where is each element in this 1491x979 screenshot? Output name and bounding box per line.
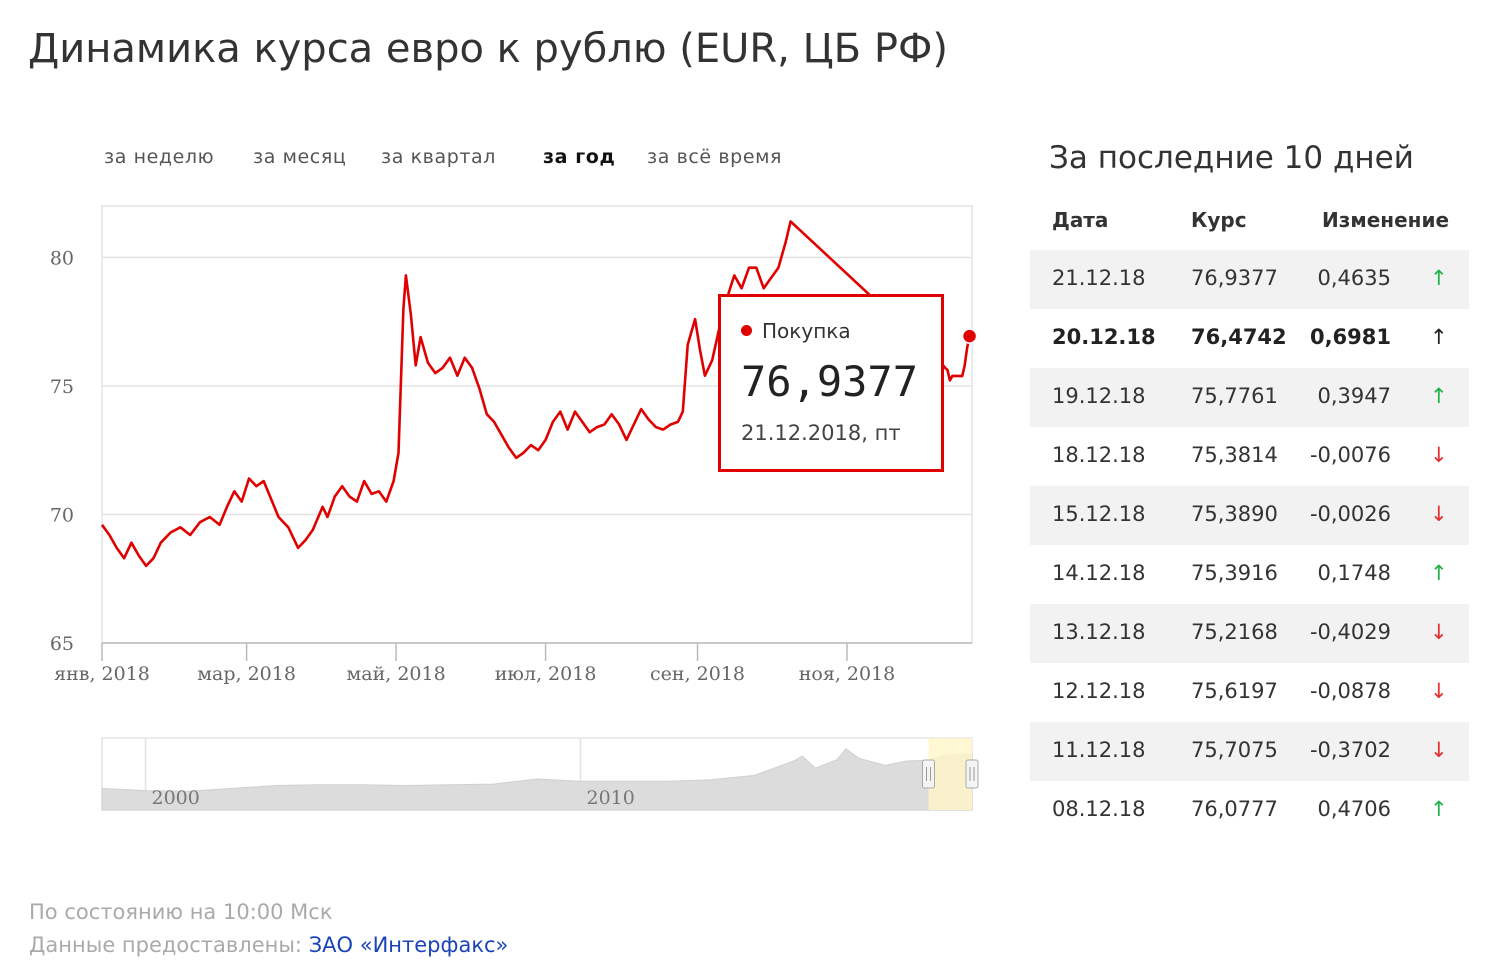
y-tick-label: 75 <box>50 376 74 398</box>
x-tick-label: сен, 2018 <box>650 663 745 685</box>
data-source: Данные предоставлены: ЗАО «Интерфакс» <box>29 933 508 957</box>
row-rate: 76,0777 <box>1191 797 1278 821</box>
row-rate: 75,3890 <box>1191 502 1278 526</box>
row-rate: 75,2168 <box>1191 620 1278 644</box>
tab-all-time[interactable]: за всё время <box>647 146 783 168</box>
row-change: 0,6981 <box>1309 325 1391 349</box>
row-rate: 76,4742 <box>1191 325 1287 349</box>
tab-week[interactable]: за неделю <box>104 146 215 168</box>
row-date: 20.12.18 <box>1052 325 1156 349</box>
tooltip-value: 76,9377 <box>741 357 919 406</box>
tab-year[interactable]: за год <box>543 146 616 168</box>
navigator-content: 2000 2010 <box>101 737 979 811</box>
range-navigator[interactable]: 2000 2010 <box>0 730 1000 825</box>
y-tick-label: 65 <box>50 633 74 655</box>
table-row: 11.12.18 75,7075 -0,3702 ↓ <box>1030 722 1469 781</box>
chart-axes: 65 70 75 80 янв, 2018 мар, 2018 май, 2018 июл, … <box>50 247 972 685</box>
row-rate: 75,6197 <box>1191 679 1278 703</box>
page-title: Динамика курса евро к рублю (EUR, ЦБ РФ) <box>28 26 948 72</box>
tab-quarter[interactable]: за квартал <box>381 146 497 168</box>
table-row: 21.12.18 76,9377 0,4635 ↑ <box>1030 250 1469 309</box>
x-tick-label: май, 2018 <box>346 663 445 685</box>
table-row: 15.12.18 75,3890 -0,0026 ↓ <box>1030 486 1469 545</box>
row-date: 18.12.18 <box>1052 443 1146 467</box>
arrow-down-icon: ↓ <box>1430 443 1448 467</box>
arrow-up-icon: ↑ <box>1430 561 1448 585</box>
series-line <box>100 220 971 568</box>
table-row: 14.12.18 75,3916 0,1748 ↑ <box>1030 545 1469 604</box>
tooltip-series-name: Покупка <box>762 319 851 343</box>
tooltip-series: Покупка <box>741 319 851 343</box>
x-tick-label: ноя, 2018 <box>799 663 896 685</box>
row-rate: 75,3916 <box>1191 561 1278 585</box>
row-rate: 75,3814 <box>1191 443 1278 467</box>
arrow-down-icon: ↓ <box>1430 620 1448 644</box>
row-change: -0,0878 <box>1309 679 1391 703</box>
row-change: -0,0076 <box>1309 443 1391 467</box>
row-rate: 76,9377 <box>1191 266 1278 290</box>
x-tick-label: янв, 2018 <box>54 663 150 685</box>
hover-point[interactable] <box>961 328 978 344</box>
rates-table-header: Дата Курс Изменение <box>1030 200 1469 250</box>
row-date: 15.12.18 <box>1052 502 1146 526</box>
tab-month[interactable]: за месяц <box>253 146 347 168</box>
y-tick-label: 80 <box>50 247 74 269</box>
rates-table-body: 21.12.18 76,9377 0,4635 ↑ 20.12.18 76,4742 0,6… <box>1030 250 1469 840</box>
table-row: 08.12.18 76,0777 0,4706 ↑ <box>1030 781 1469 840</box>
arrow-up-icon: ↑ <box>1430 325 1448 349</box>
chart-grid <box>101 205 973 644</box>
navigator-handle-right[interactable] <box>965 759 979 789</box>
data-status: По состоянию на 10:00 Мск <box>29 900 333 924</box>
row-date: 13.12.18 <box>1052 620 1146 644</box>
x-tick-label: мар, 2018 <box>197 663 296 685</box>
row-rate: 75,7761 <box>1191 384 1278 408</box>
row-change: 0,1748 <box>1317 561 1391 585</box>
table-row: 13.12.18 75,2168 -0,4029 ↓ <box>1030 604 1469 663</box>
data-source-link[interactable]: ЗАО «Интерфакс» <box>308 933 509 957</box>
arrow-up-icon: ↑ <box>1430 266 1448 290</box>
arrow-down-icon: ↓ <box>1430 738 1448 762</box>
rate-line-chart[interactable]: 65 70 75 80 янв, 2018 мар, 2018 май, 2018 июл, … <box>0 190 1000 700</box>
arrow-up-icon: ↑ <box>1430 797 1448 821</box>
row-date: 12.12.18 <box>1052 679 1146 703</box>
table-row: 19.12.18 75,7761 0,3947 ↑ <box>1030 368 1469 427</box>
table-row: 12.12.18 75,6197 -0,0878 ↓ <box>1030 663 1469 722</box>
row-change: 0,4635 <box>1317 266 1391 290</box>
rates-table: Дата Курс Изменение 21.12.18 76,9377 0,463… <box>1030 200 1469 840</box>
navigator-year-label: 2010 <box>587 787 635 809</box>
last-days-title: За последние 10 дней <box>1049 140 1414 176</box>
table-row: 20.12.18 76,4742 0,6981 ↑ <box>1030 309 1469 368</box>
row-change: -0,0026 <box>1309 502 1391 526</box>
row-date: 19.12.18 <box>1052 384 1146 408</box>
row-change: 0,3947 <box>1317 384 1391 408</box>
navigator-year-label: 2000 <box>152 787 200 809</box>
arrow-down-icon: ↓ <box>1430 502 1448 526</box>
arrow-down-icon: ↓ <box>1430 679 1448 703</box>
x-tick-label: июл, 2018 <box>495 663 597 685</box>
row-rate: 75,7075 <box>1191 738 1278 762</box>
navigator-selection[interactable] <box>928 738 973 810</box>
arrow-up-icon: ↑ <box>1430 384 1448 408</box>
header-rate: Курс <box>1191 208 1247 232</box>
data-source-label: Данные предоставлены: <box>29 933 303 957</box>
chart-series <box>100 220 978 568</box>
navigator-handle-left[interactable] <box>922 759 935 789</box>
row-date: 08.12.18 <box>1052 797 1146 821</box>
tooltip-series-dot <box>741 325 752 336</box>
chart-tooltip: Покупка 76,9377 21.12.2018, пт <box>718 294 944 472</box>
tooltip-date: 21.12.2018, пт <box>741 421 901 445</box>
header-change: Изменение <box>1322 208 1450 232</box>
row-date: 21.12.18 <box>1052 266 1146 290</box>
row-change: -0,4029 <box>1309 620 1391 644</box>
row-date: 14.12.18 <box>1052 561 1146 585</box>
row-change: 0,4706 <box>1317 797 1391 821</box>
row-date: 11.12.18 <box>1052 738 1146 762</box>
row-change: -0,3702 <box>1309 738 1391 762</box>
table-row: 18.12.18 75,3814 -0,0076 ↓ <box>1030 427 1469 486</box>
y-tick-label: 70 <box>50 504 74 526</box>
header-date: Дата <box>1052 208 1109 232</box>
